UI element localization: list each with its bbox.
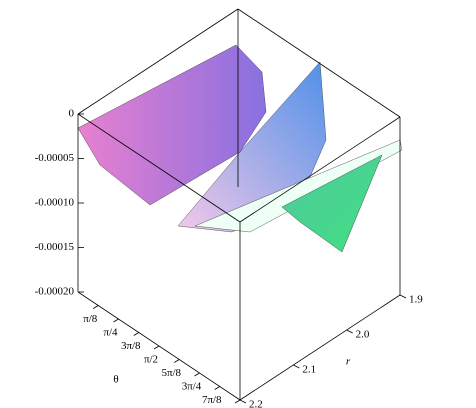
x-tick [194,372,200,377]
x-axis-label: θ [113,374,118,386]
y-tick [239,399,247,404]
z-tick-label: -0.00010 [35,197,75,209]
x-tick [174,359,180,363]
x-tick [214,386,220,390]
box-edge [239,116,401,223]
surface [77,44,403,253]
y-tick [399,294,407,299]
box-edge [77,8,239,115]
y-tick-label: 2.0 [356,329,370,341]
x-tick [113,318,119,323]
box-edge [237,8,401,118]
x-tick-label: π/2 [144,354,158,366]
z-tick-label: -0.00015 [35,241,75,253]
z-tick-label: 0 [69,108,75,120]
x-tick [93,305,99,309]
x-tick [234,399,241,404]
y-axis-label: r [346,356,351,368]
y-tick [293,364,300,369]
box-edge [239,294,401,401]
x-tick [153,345,160,350]
axes-box [77,8,407,404]
x-tick [133,332,139,336]
box-edge [77,113,241,223]
y-tick [346,329,353,334]
x-tick-label: 7π/8 [202,394,222,406]
z-tick-label: -0.00005 [35,152,75,164]
z-tick-label: -0.00020 [35,286,75,298]
x-tick-label: 5π/8 [161,367,181,379]
x-tick-label: 3π/4 [182,381,202,393]
y-tick-label: 2.1 [302,364,316,376]
x-tick-label: 3π/8 [121,340,141,352]
y-tick-label: 2.2 [249,399,263,408]
x-tick-label: π/8 [83,313,98,325]
y-tick-label: 1.9 [409,294,423,306]
x-tick-label: π/4 [103,327,118,339]
